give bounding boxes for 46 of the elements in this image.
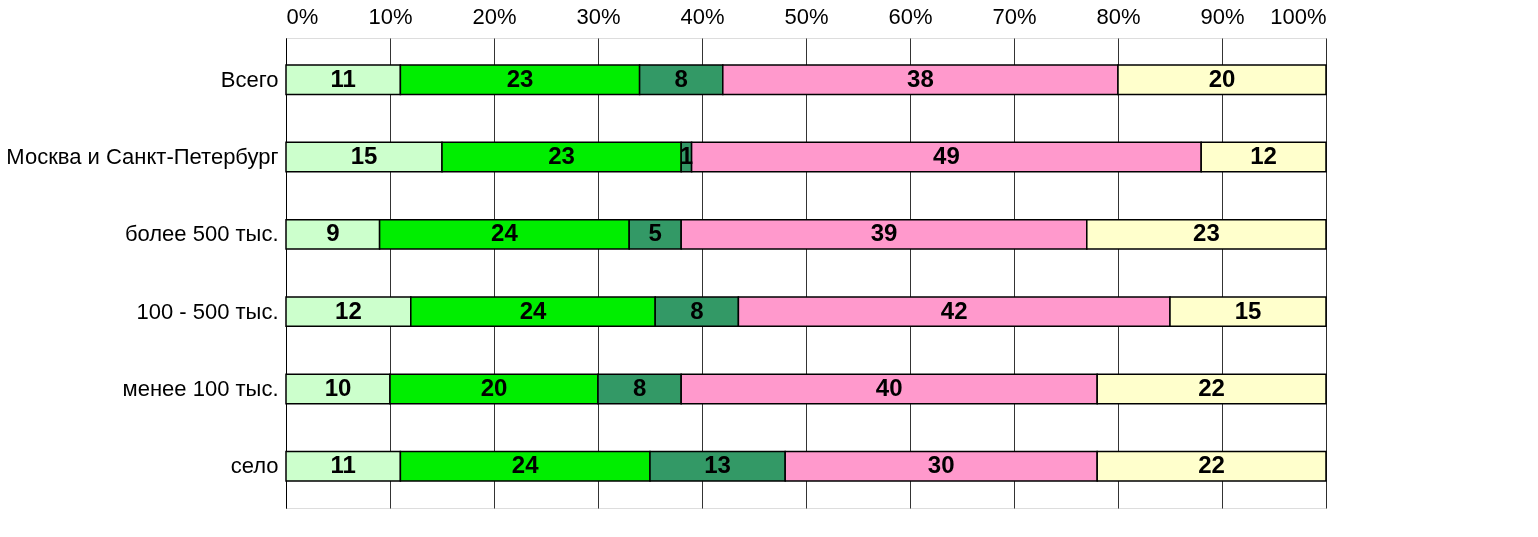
y-tick-label: менее 100 тыс.: [122, 375, 279, 401]
x-tick-label: 100%: [1270, 3, 1327, 29]
x-tick-label: 70%: [992, 3, 1037, 29]
x-tick-label: 90%: [1200, 3, 1245, 29]
y-tick-label: Москва и Санкт-Петербург: [6, 144, 279, 170]
data-label: 22: [1198, 451, 1225, 479]
data-label: 22: [1198, 373, 1225, 401]
y-tick-label: Всего: [220, 66, 279, 92]
data-label: 11: [330, 451, 356, 479]
x-tick-label: 30%: [576, 3, 621, 29]
data-label: 23: [506, 64, 534, 92]
data-label: 9: [326, 219, 340, 247]
data-label: 15: [350, 142, 378, 170]
data-label: 8: [690, 296, 704, 324]
data-label: 10: [324, 373, 352, 401]
data-label: 40: [875, 373, 903, 401]
x-tick-label: 0%: [286, 3, 319, 29]
data-label: 38: [907, 64, 934, 92]
data-label: 20: [480, 373, 508, 401]
y-tick-label: село: [230, 453, 279, 479]
data-label: 20: [1208, 64, 1236, 92]
data-label: 15: [1234, 296, 1262, 324]
x-tick-label: 40%: [680, 3, 725, 29]
data-label: 13: [704, 451, 731, 479]
data-label: 5: [648, 219, 662, 247]
data-label: 42: [940, 296, 968, 324]
data-label: 24: [491, 219, 519, 247]
data-label: 8: [674, 64, 688, 92]
data-label: 23: [1193, 219, 1220, 247]
x-tick-label: 50%: [784, 3, 829, 29]
x-tick-label: 80%: [1096, 3, 1141, 29]
x-tick-label: 10%: [368, 3, 413, 29]
y-tick-label: 100 - 500 тыс.: [136, 298, 279, 324]
data-label: 12: [1250, 142, 1277, 170]
data-label: 49: [933, 142, 960, 170]
data-label: 11: [330, 64, 356, 92]
x-tick-label: 20%: [472, 3, 517, 29]
y-tick-label: более 500 тыс.: [124, 221, 279, 247]
data-label: 24: [511, 451, 540, 479]
data-label: 39: [870, 219, 898, 247]
data-label: 12: [335, 296, 362, 324]
data-label: 23: [548, 142, 575, 170]
data-label: 30: [927, 451, 955, 479]
x-tick-label: 60%: [888, 3, 933, 29]
data-label: 8: [632, 373, 647, 401]
data-label: 24: [519, 296, 547, 324]
